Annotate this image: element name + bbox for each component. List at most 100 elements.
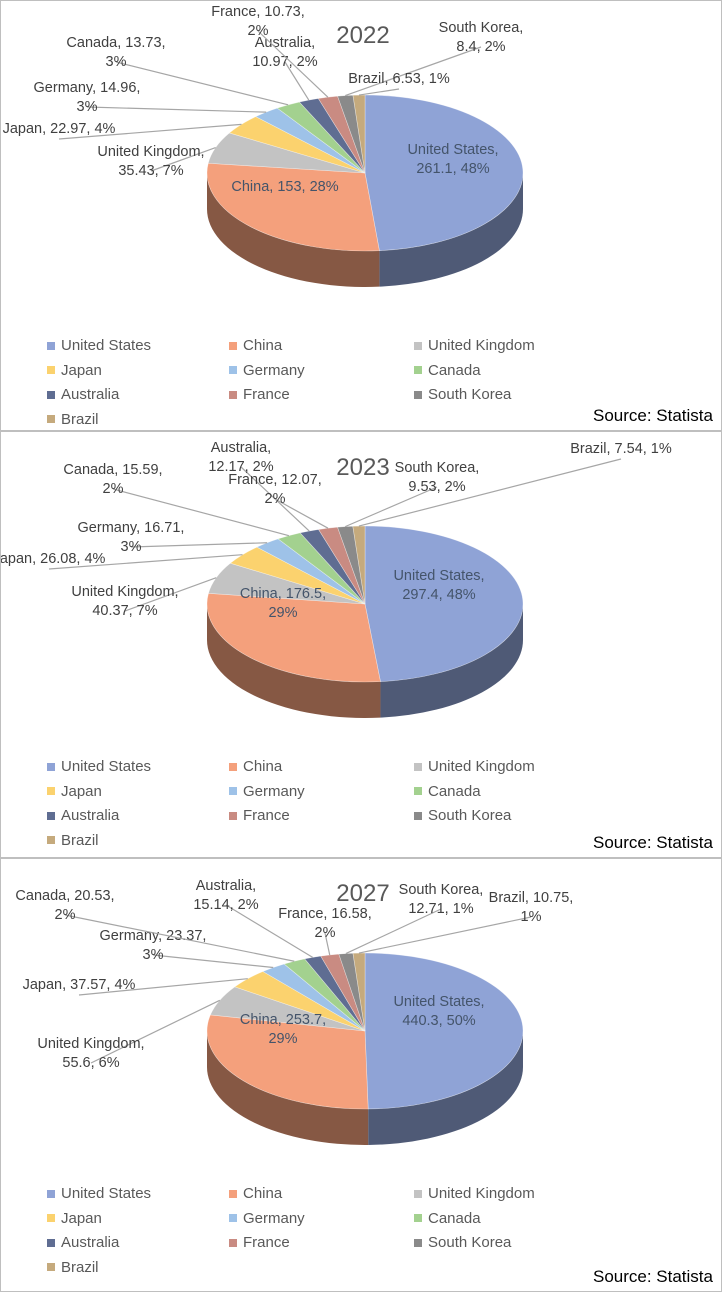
- legend-item-united-states: United States: [47, 1185, 151, 1202]
- data-label-france: France, 10.73, 2%: [211, 4, 305, 39]
- pie-slice-china: [206, 1014, 369, 1110]
- data-label-united-states: United States, 440.3, 50%: [393, 994, 484, 1029]
- legend-swatch: [414, 1189, 422, 1198]
- legend-swatch: [414, 1238, 422, 1247]
- data-label-south-korea: South Korea, 8.4, 2%: [439, 20, 524, 55]
- pie-chart-svg: 2027 United States, 440.3, 50% China, 253.7…: [15, 878, 573, 1145]
- pie-side-united-states: [368, 1031, 523, 1145]
- legend-swatch: [47, 1189, 55, 1198]
- legend-swatch: [414, 390, 422, 399]
- pie-side-china: [207, 173, 380, 287]
- pie-slice-china: [206, 592, 381, 683]
- pie-chart-panel-2027: 2027 United States, 440.3, 50% China, 253.7…: [0, 858, 722, 1292]
- pie-slices: [206, 94, 524, 252]
- pie-side-walls: [207, 173, 524, 287]
- chart-title: 2022: [336, 22, 389, 49]
- legend-swatch: [229, 390, 237, 399]
- legend-swatch: [47, 787, 55, 796]
- legend-item-united-states: United States: [47, 758, 151, 775]
- legend-item-canada: Canada: [414, 783, 481, 800]
- legend-label: Brazil: [61, 831, 99, 849]
- legend-swatch: [229, 762, 237, 771]
- legend-label: Australia: [61, 386, 120, 404]
- data-label-australia: Australia, 12.17, 2%: [208, 440, 273, 475]
- legend-label: Germany: [243, 782, 305, 800]
- legend-swatch: [47, 390, 55, 399]
- leader-line-canada: [112, 488, 290, 537]
- data-label-germany: Germany, 16.71, 3%: [78, 520, 185, 555]
- pie-slice-united-states: [364, 525, 524, 682]
- data-label-united-states: United States, 297.4, 48%: [393, 568, 484, 603]
- data-label-united-kingdom: United Kingdom, 40.37, 7%: [71, 584, 178, 619]
- leader-line-united-kingdom: [150, 146, 216, 172]
- legend-item-australia: Australia: [47, 807, 119, 824]
- legend-item-brazil: Brazil: [47, 832, 99, 849]
- legend-label: China: [243, 337, 283, 354]
- legend-item-brazil: Brazil: [47, 1259, 99, 1276]
- legend-swatch: [414, 366, 422, 375]
- data-label-japan: Japan, 26.08, 4%: [1, 551, 106, 567]
- legend-item-japan: Japan: [47, 783, 102, 800]
- data-label-canada: Canada, 15.59, 2%: [63, 462, 162, 497]
- leader-line-france: [324, 932, 331, 956]
- legend-swatch: [47, 1214, 55, 1223]
- legend-label: China: [243, 758, 283, 775]
- source-note: Source: Statista: [592, 1267, 713, 1286]
- data-label-france: France, 16.58, 2%: [278, 906, 372, 941]
- leader-line-brazil: [358, 88, 400, 96]
- legend-label: Japan: [61, 782, 102, 800]
- legend-label: Germany: [243, 361, 305, 379]
- leader-line-australia: [284, 61, 310, 101]
- legend-label: Brazil: [61, 410, 99, 428]
- legend-swatch: [47, 762, 55, 771]
- legend-label: Germany: [243, 1209, 305, 1227]
- legend-label: United Kingdom: [428, 337, 535, 354]
- legend-item-south-korea: South Korea: [414, 807, 511, 824]
- pie-chart-panel-2023: 2023 United States, 297.4, 48% China, 176.5…: [0, 431, 722, 858]
- legend-label: Canada: [428, 1209, 481, 1227]
- legend-item-germany: Germany: [229, 783, 305, 800]
- legend-swatch: [229, 341, 237, 350]
- legend-item-united-states: United States: [47, 337, 151, 354]
- legend-swatch: [229, 811, 237, 820]
- data-label-brazil: Brazil, 6.53, 1%: [348, 71, 450, 87]
- data-label-canada: Canada, 20.53, 2%: [15, 888, 114, 923]
- legend-swatch: [47, 341, 55, 350]
- leader-line-germany: [86, 106, 267, 113]
- data-labels: United States, 440.3, 50% China, 253.7, 29%…: [15, 878, 573, 1071]
- data-label-brazil: Brazil, 10.75, 1%: [489, 890, 574, 925]
- data-label-australia: Australia, 15.14, 2%: [193, 878, 258, 913]
- pie-slice-brazil: [352, 94, 366, 174]
- pie-slices: [206, 952, 524, 1110]
- legend-label: United States: [61, 1185, 152, 1202]
- legend-swatch: [229, 366, 237, 375]
- legend-item-japan: Japan: [47, 1210, 102, 1227]
- legend-label: Canada: [428, 782, 481, 800]
- legend-label: Canada: [428, 361, 481, 379]
- source-note: Source: Statista: [592, 833, 713, 852]
- data-label-france: France, 12.07, 2%: [228, 472, 322, 507]
- leader-line-germany: [130, 542, 268, 548]
- legend-label: France: [243, 1234, 290, 1252]
- legend-swatch: [47, 1263, 55, 1272]
- leader-line-canada: [115, 61, 289, 106]
- legend-item-china: China: [229, 337, 282, 354]
- pie-slices: [206, 525, 524, 683]
- data-label-japan: Japan, 37.57, 4%: [23, 977, 136, 993]
- data-label-united-kingdom: United Kingdom, 35.43, 7%: [97, 144, 204, 179]
- legend-swatch: [414, 811, 422, 820]
- data-label-united-kingdom: United Kingdom, 55.6, 6%: [37, 1036, 144, 1071]
- leader-line-japan: [48, 554, 243, 570]
- pie-chart-svg: 2023 United States, 297.4, 48% China, 176.5…: [1, 440, 672, 718]
- legend-item-canada: Canada: [414, 362, 481, 379]
- legend-label: United States: [61, 758, 152, 775]
- legend-swatch: [229, 1189, 237, 1198]
- leader-line-australia: [225, 904, 313, 958]
- leader-line-japan: [78, 978, 248, 996]
- pie-side-walls: [207, 1031, 523, 1145]
- pie-side-walls: [207, 604, 524, 718]
- legend-label: Japan: [61, 1209, 102, 1227]
- leader-line-france: [257, 30, 329, 98]
- legend-label: France: [243, 807, 290, 825]
- legend-item-united-kingdom: United Kingdom: [414, 758, 535, 775]
